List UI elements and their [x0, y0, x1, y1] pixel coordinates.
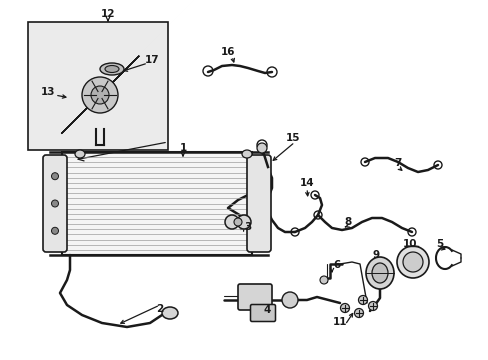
- Text: 2: 2: [156, 304, 163, 314]
- Ellipse shape: [100, 63, 124, 75]
- Text: 3: 3: [244, 222, 251, 232]
- Circle shape: [319, 276, 327, 284]
- Ellipse shape: [371, 263, 387, 283]
- Ellipse shape: [365, 257, 393, 289]
- Text: 17: 17: [144, 55, 159, 65]
- Ellipse shape: [242, 150, 251, 158]
- Ellipse shape: [75, 150, 85, 158]
- FancyBboxPatch shape: [246, 155, 270, 252]
- Text: 5: 5: [435, 239, 443, 249]
- Text: 14: 14: [299, 178, 314, 188]
- Ellipse shape: [162, 307, 178, 319]
- Circle shape: [402, 252, 422, 272]
- Text: 8: 8: [344, 217, 351, 227]
- Circle shape: [51, 200, 59, 207]
- Bar: [62, 152, 251, 255]
- Text: 6: 6: [333, 260, 340, 270]
- Text: 15: 15: [285, 133, 300, 143]
- Text: 1: 1: [179, 143, 186, 153]
- Circle shape: [396, 246, 428, 278]
- Ellipse shape: [224, 215, 239, 229]
- Circle shape: [82, 77, 118, 113]
- Circle shape: [51, 173, 59, 180]
- Circle shape: [91, 86, 109, 104]
- Text: 11: 11: [332, 317, 346, 327]
- Text: 9: 9: [372, 250, 379, 260]
- Bar: [28, 22, 168, 150]
- Text: 4: 4: [263, 305, 270, 315]
- Text: 12: 12: [101, 9, 115, 19]
- Circle shape: [368, 301, 377, 310]
- Circle shape: [354, 309, 363, 318]
- Text: 13: 13: [41, 87, 55, 97]
- Ellipse shape: [234, 218, 242, 226]
- Text: 10: 10: [402, 239, 416, 249]
- Text: 16: 16: [220, 47, 235, 57]
- Ellipse shape: [237, 215, 250, 229]
- Circle shape: [257, 143, 266, 153]
- Polygon shape: [61, 56, 139, 134]
- Circle shape: [282, 292, 297, 308]
- Ellipse shape: [105, 66, 119, 72]
- Circle shape: [340, 303, 349, 312]
- Text: 7: 7: [393, 158, 401, 168]
- FancyBboxPatch shape: [238, 284, 271, 310]
- FancyBboxPatch shape: [250, 305, 275, 321]
- Circle shape: [358, 296, 367, 305]
- FancyBboxPatch shape: [43, 155, 67, 252]
- Circle shape: [51, 227, 59, 234]
